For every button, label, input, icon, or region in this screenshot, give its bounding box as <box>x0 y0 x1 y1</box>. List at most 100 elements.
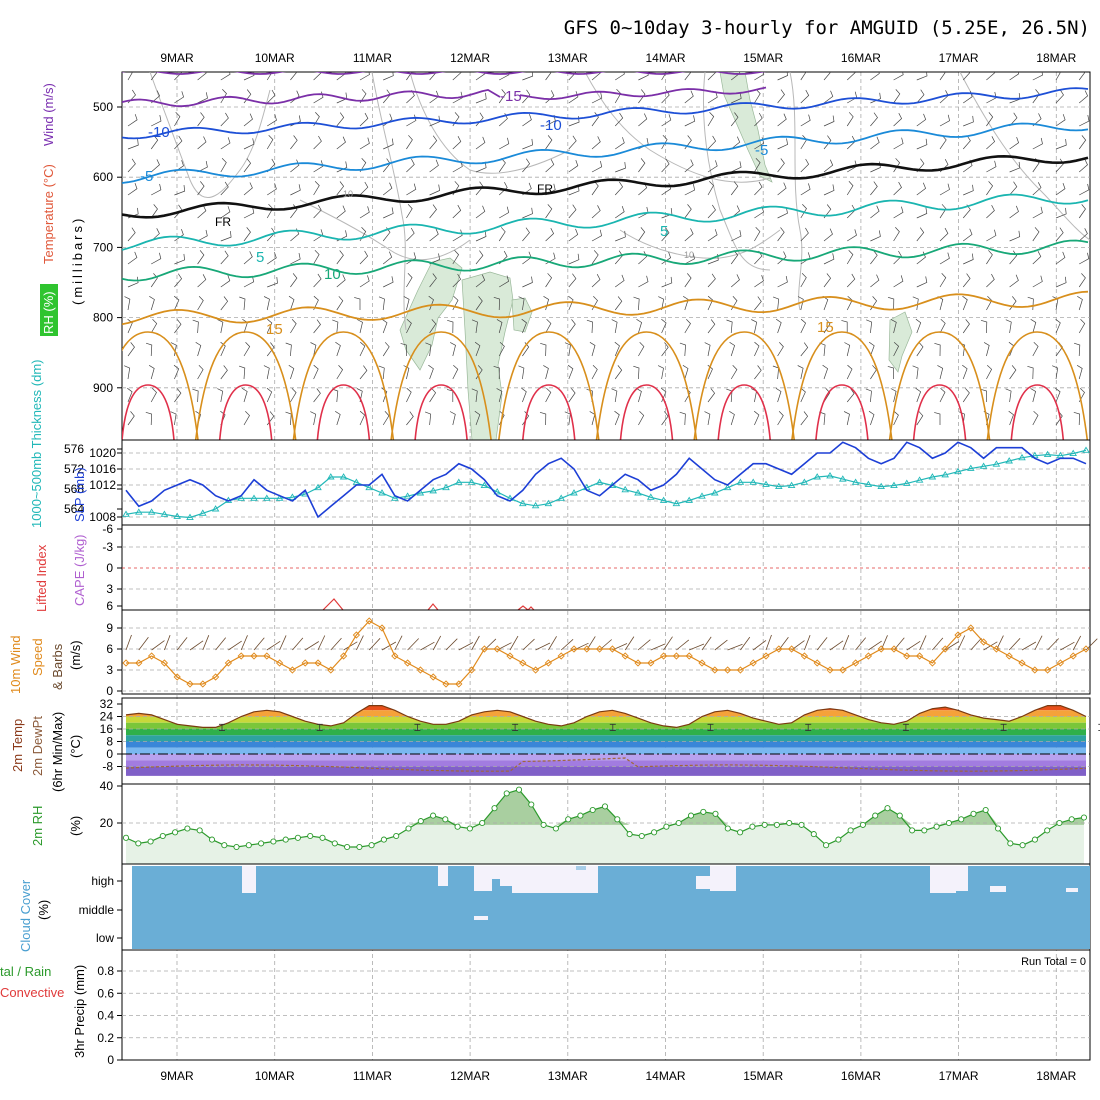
millibars-axis-label: (millibars) <box>70 216 85 305</box>
cape-tick: 0 <box>106 561 113 575</box>
temp-band <box>126 766 1086 776</box>
rh-contour-line <box>584 72 771 183</box>
wind-barb <box>336 250 344 265</box>
wind-ticks: 9 6 3 0 <box>106 621 122 698</box>
rh-axis-label: RH (%) <box>41 291 56 334</box>
wind-barb <box>870 181 878 196</box>
rh2m-point <box>601 803 609 810</box>
wind10m-barb <box>292 637 304 651</box>
date-axis-bottom: 9MAR 10MAR 11MAR 12MAR 13MAR 14MAR 15MAR 16MAR 1… <box>160 1069 1076 1083</box>
contour-minus20 <box>122 72 767 75</box>
thickness-point <box>288 493 297 500</box>
wind-barb <box>568 319 576 334</box>
wind-barb <box>446 389 454 402</box>
contour-10 <box>122 239 1089 282</box>
wind-barb <box>290 184 301 196</box>
wind-barb <box>359 250 369 265</box>
wind-barb <box>731 230 742 242</box>
wind-speed-point <box>1043 666 1052 674</box>
wind-barb <box>359 410 366 426</box>
rh2m-point <box>614 816 621 823</box>
rh2m-point <box>773 821 780 828</box>
wind-barb <box>707 112 715 127</box>
wind-barb <box>220 296 229 311</box>
wind-barb <box>403 365 410 380</box>
wind-speed-point <box>621 652 629 660</box>
rh2m-point <box>466 825 473 832</box>
wind-barb <box>591 205 601 219</box>
wind10m-barb <box>816 637 828 651</box>
wind-barb <box>359 181 369 196</box>
rh2m-point <box>700 808 707 815</box>
wind-barb <box>754 296 762 311</box>
wind-speed-point <box>544 659 553 667</box>
wind-barb <box>868 410 875 426</box>
wind10m-barb <box>432 635 442 651</box>
thickness-axis-label: 1000~500mb Thickness (dm) <box>29 360 44 529</box>
wind-barb <box>197 92 208 104</box>
date-label-bottom: 9MAR <box>160 1069 194 1083</box>
wind10m-barb <box>240 635 248 651</box>
rh2m-point <box>798 821 805 828</box>
wind-barb <box>661 114 672 127</box>
rh2m-point <box>221 842 228 849</box>
wind-barb <box>383 207 394 219</box>
wind-barb <box>986 160 997 173</box>
wind-barb <box>1027 296 1034 311</box>
wind-barb <box>916 182 927 196</box>
wind-barb <box>450 342 456 357</box>
rh2m-point <box>356 843 363 851</box>
wind-barb <box>1032 341 1039 357</box>
precip-convective-label: Convective <box>0 985 64 1000</box>
wind-barb <box>266 135 274 150</box>
contour-minus10 <box>122 87 1089 140</box>
rh2m-point <box>847 827 854 834</box>
wind-barb <box>707 180 714 196</box>
wind-barb <box>429 388 437 403</box>
wind-speed-point <box>429 673 437 681</box>
wind-speed-point <box>647 659 655 667</box>
wind-speed-point <box>672 652 681 660</box>
wind-barb <box>1009 296 1017 311</box>
pressure-tick: 900 <box>93 381 113 395</box>
wind10m-barb <box>624 636 635 651</box>
dewpoint-line <box>125 757 1087 772</box>
minmax-whisker <box>1098 723 1100 731</box>
wind-barb <box>145 411 152 426</box>
wind-barb <box>939 72 947 81</box>
wind-barb <box>963 115 974 127</box>
wind-speed-point <box>199 680 207 688</box>
wind-barb <box>776 318 782 334</box>
wind-barb <box>962 135 971 150</box>
minmax-label: (6hr Min/Max) <box>50 712 65 792</box>
wind10m-barbs-label: & Barbs <box>50 643 65 690</box>
wind-barb <box>684 90 694 104</box>
wind-barb <box>893 410 899 426</box>
precip-tick: 0.6 <box>97 986 114 1000</box>
rh-contour-line <box>409 72 571 174</box>
wind-speed-line <box>126 620 1087 685</box>
date-label-top: 11MAR <box>353 51 392 65</box>
wind10m-barb <box>701 636 712 651</box>
thickness-point <box>928 473 937 480</box>
contour-labels: -15 -10 -10 -5 -5 FR FR 5 5 10 15 15 10 … <box>140 88 834 338</box>
slp-axis-label: SLP (mb) <box>72 467 87 522</box>
wind-barb <box>568 204 577 219</box>
wind-barb <box>986 250 993 265</box>
wind-barb <box>800 342 809 357</box>
minmax-whisker <box>1000 723 1007 731</box>
wind-barb <box>730 274 740 288</box>
wind-barb <box>429 319 437 334</box>
wind-barb <box>545 228 555 242</box>
wind-barb <box>638 251 648 265</box>
wind-barb <box>1055 276 1067 288</box>
wind-tick: 9 <box>106 621 113 635</box>
wind-barb <box>243 227 251 242</box>
temp-band <box>126 735 1086 742</box>
contour-minus5 <box>122 122 1089 184</box>
wind-barb <box>1055 139 1067 150</box>
wind-barb <box>846 273 856 288</box>
thickness-tick: 568 <box>64 482 84 496</box>
wind-barb <box>174 91 185 104</box>
wind-speed-point <box>1031 666 1039 674</box>
